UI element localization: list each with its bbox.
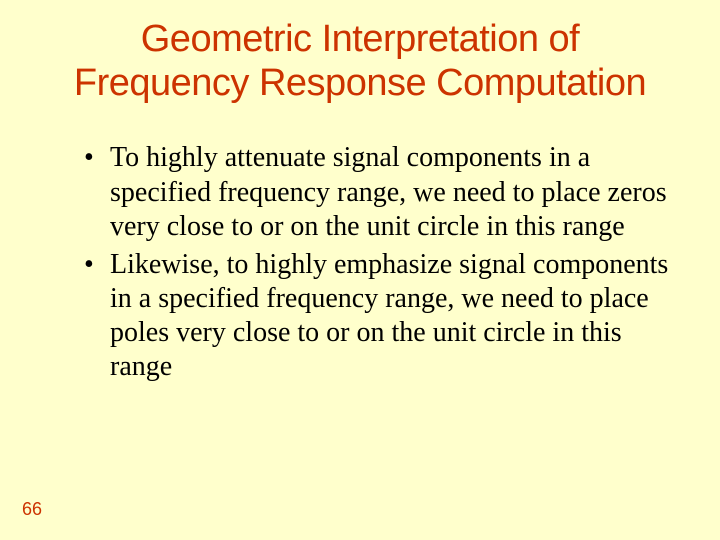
title-line-2: Frequency Response Computation bbox=[74, 62, 646, 104]
list-item: Likewise, to highly emphasize signal com… bbox=[84, 248, 684, 385]
slide: Geometric Interpretation of Frequency Re… bbox=[0, 0, 720, 540]
bullet-list: To highly attenuate signal components in… bbox=[36, 141, 684, 384]
page-number: 66 bbox=[22, 499, 42, 520]
slide-title: Geometric Interpretation of Frequency Re… bbox=[36, 18, 684, 105]
title-line-1: Geometric Interpretation of bbox=[141, 18, 580, 60]
bullet-text: Likewise, to highly emphasize signal com… bbox=[110, 249, 668, 382]
bullet-text: To highly attenuate signal components in… bbox=[110, 142, 667, 241]
list-item: To highly attenuate signal components in… bbox=[84, 141, 684, 243]
